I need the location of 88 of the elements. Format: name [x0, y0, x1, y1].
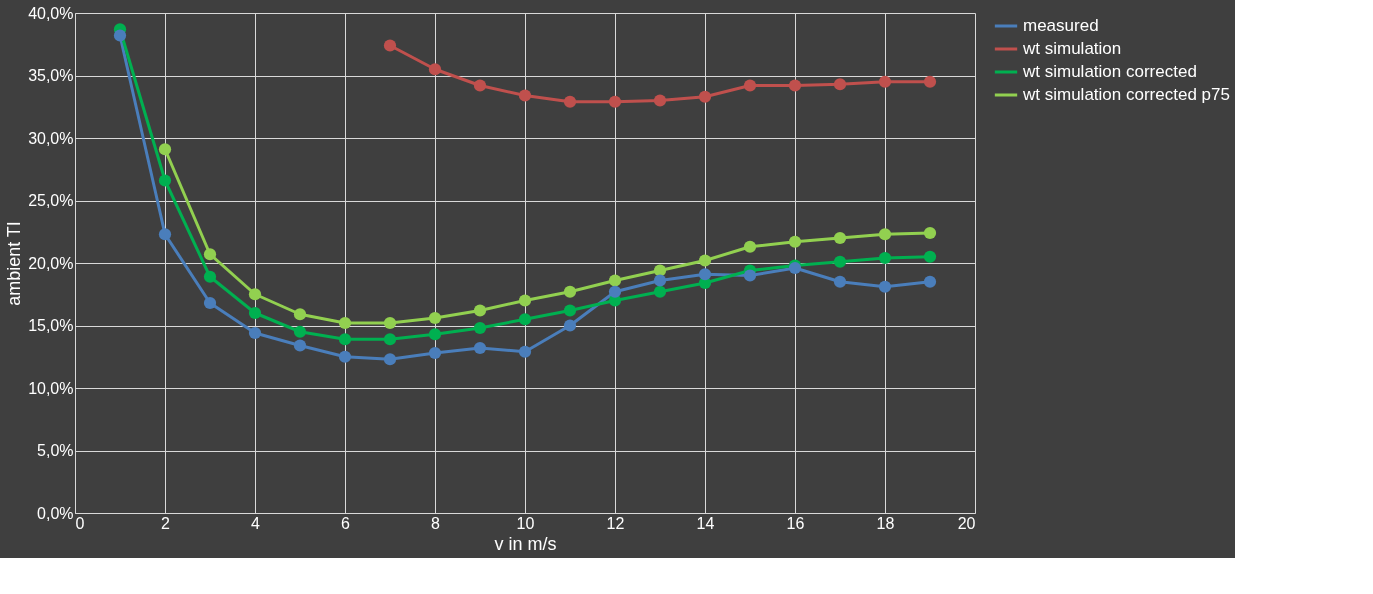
point	[608, 95, 622, 108]
x-tick-label: 16	[786, 514, 805, 532]
point	[563, 95, 577, 108]
point	[698, 90, 712, 103]
point	[203, 270, 217, 283]
point	[248, 306, 262, 320]
point	[248, 288, 262, 301]
point	[833, 78, 847, 91]
legend-label: measured	[1023, 16, 1099, 35]
y-tick-label: 40,0%	[28, 4, 74, 22]
point	[698, 268, 712, 281]
x-tick-label: 10	[516, 514, 535, 532]
point	[743, 269, 757, 282]
point	[428, 63, 442, 76]
point	[653, 94, 667, 107]
point	[563, 304, 577, 317]
point	[923, 226, 937, 240]
point	[608, 274, 622, 287]
x-tick-label: 6	[341, 514, 351, 532]
x-tick-label: 14	[696, 514, 715, 532]
point	[383, 39, 397, 52]
point	[428, 328, 442, 341]
point	[518, 345, 532, 358]
point	[833, 255, 847, 268]
point	[923, 275, 937, 288]
point	[518, 313, 532, 326]
point	[743, 240, 757, 253]
x-tick-label: 2	[161, 514, 171, 532]
point	[653, 285, 667, 298]
y-tick-label: 10,0%	[28, 379, 74, 397]
point	[788, 79, 802, 92]
x-tick-label: 20	[957, 514, 976, 532]
y-tick-label: 5,0%	[37, 442, 74, 459]
point	[293, 308, 307, 321]
point	[338, 350, 352, 363]
point	[878, 228, 892, 241]
point	[608, 285, 622, 298]
point	[473, 79, 487, 92]
x-tick-label: 4	[251, 514, 261, 532]
point	[113, 29, 127, 42]
point	[293, 325, 307, 338]
point	[473, 341, 487, 355]
point	[158, 174, 172, 187]
point	[383, 316, 397, 330]
point	[203, 248, 217, 261]
point	[923, 75, 937, 88]
x-axis-title: v in m/s	[494, 533, 557, 554]
point	[833, 231, 847, 245]
point	[833, 275, 847, 288]
point	[383, 333, 397, 346]
point	[383, 353, 397, 366]
point	[518, 89, 532, 102]
point	[698, 254, 712, 267]
point	[653, 274, 667, 287]
point	[518, 294, 532, 307]
legend-label: wt simulation	[1022, 39, 1122, 58]
point	[203, 296, 217, 310]
point	[473, 304, 487, 317]
point	[428, 311, 442, 325]
point	[563, 319, 577, 332]
y-tick-label: 15,0%	[28, 317, 74, 334]
x-tick-label: 0	[75, 514, 85, 532]
y-axis-title: ambient TI	[4, 221, 25, 306]
x-tick-label: 8	[431, 514, 441, 532]
x-tick-label: 12	[606, 514, 625, 532]
y-tick-label: 25,0%	[28, 192, 74, 209]
y-tick-label: 35,0%	[28, 67, 74, 84]
y-tick-label: 20,0%	[28, 254, 74, 272]
point	[338, 316, 352, 330]
point	[563, 285, 577, 298]
x-tick-label: 18	[876, 514, 895, 532]
point	[878, 251, 892, 265]
y-tick-label: 0,0%	[37, 504, 74, 522]
legend-label: wt simulation corrected	[1022, 62, 1197, 81]
point	[923, 250, 937, 263]
y-tick-label: 30,0%	[28, 129, 74, 147]
point	[878, 75, 892, 88]
point	[158, 143, 172, 156]
point	[743, 79, 757, 92]
point	[428, 346, 442, 360]
point	[158, 228, 172, 241]
point	[788, 235, 802, 248]
point	[248, 326, 262, 340]
point	[293, 339, 307, 352]
point	[473, 321, 487, 335]
legend-label: wt simulation corrected p75	[1022, 85, 1230, 104]
point	[338, 333, 352, 346]
point	[878, 280, 892, 293]
